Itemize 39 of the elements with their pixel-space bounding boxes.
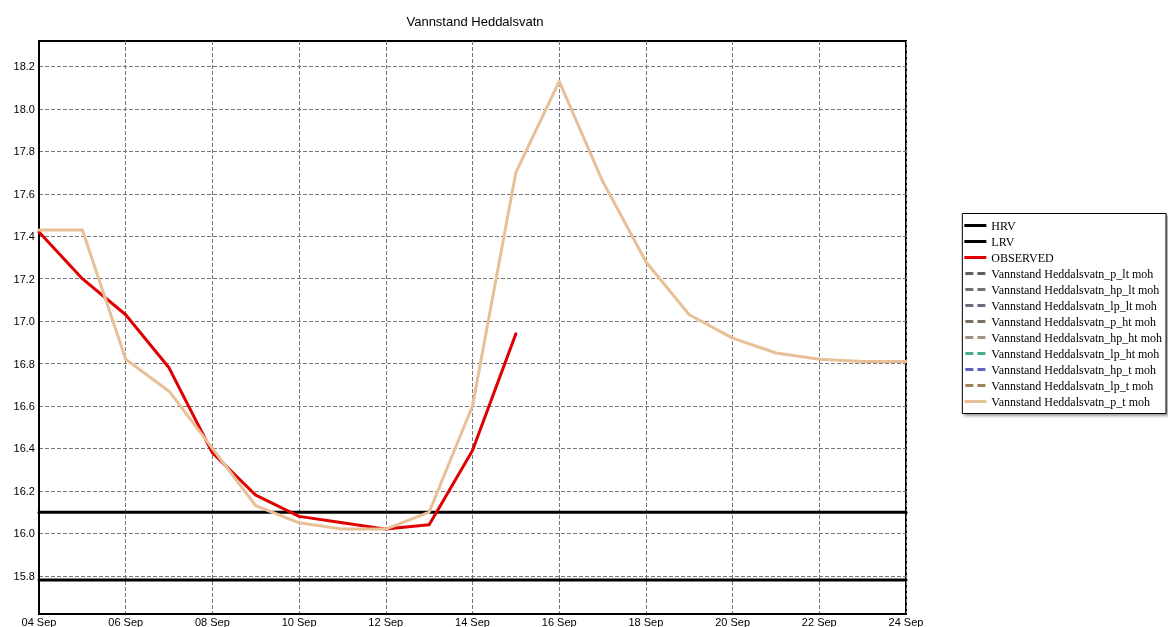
- y-tick-label: 18.0: [13, 102, 35, 115]
- legend-label: OBSERVED: [991, 250, 1055, 265]
- chart-title: Vannstand Heddalsvatn: [406, 14, 544, 29]
- legend-label: Vannstand Heddalsvatn_hp_t moh: [991, 362, 1157, 377]
- x-tick-label: 06 Sep: [108, 615, 144, 627]
- legend-label: Vannstand Heddalsvatn_p_t moh: [991, 394, 1151, 409]
- legend-label: Vannstand Heddalsvatn_p_lt moh: [991, 266, 1154, 281]
- y-tick-label: 17.8: [13, 145, 35, 158]
- x-tick-label: 18 Sep: [628, 615, 664, 627]
- y-tick-label: 17.0: [13, 315, 35, 328]
- legend-label: Vannstand Heddalsvatn_lp_ht moh: [991, 346, 1160, 361]
- line-series: [37, 230, 518, 531]
- y-tick-label: 16.8: [13, 357, 35, 370]
- y-tick-label: 15.8: [13, 569, 35, 582]
- x-tick-label: 20 Sep: [715, 615, 751, 627]
- x-tick-label: 08 Sep: [194, 615, 230, 627]
- y-tick-label: 16.0: [13, 527, 35, 540]
- legend-label: Vannstand Heddalsvatn_lp_lt moh: [991, 298, 1157, 313]
- x-tick-label: 10 Sep: [281, 615, 317, 627]
- y-tick-label: 18.2: [13, 60, 35, 73]
- x-tick-label: 22 Sep: [801, 615, 837, 627]
- y-tick-label: 16.2: [13, 484, 35, 497]
- y-tick-label: 17.2: [13, 272, 35, 285]
- y-tick-label: 17.6: [13, 187, 35, 200]
- legend-label: HRV: [991, 218, 1017, 233]
- legend-label: LRV: [991, 234, 1015, 249]
- y-tick-label: 16.6: [13, 400, 35, 413]
- legend-label: Vannstand Heddalsvatn_lp_t moh: [991, 378, 1154, 393]
- x-tick-label: 04 Sep: [21, 615, 57, 627]
- legend-label: Vannstand Heddalsvatn_p_ht moh: [991, 314, 1157, 329]
- legend-label: Vannstand Heddalsvatn_hp_lt moh: [991, 282, 1160, 297]
- line-series: [37, 79, 908, 531]
- legend-label: Vannstand Heddalsvatn_hp_ht moh: [991, 330, 1163, 345]
- y-tick-label: 16.4: [13, 442, 35, 455]
- x-tick-label: 14 Sep: [455, 615, 490, 627]
- y-tick-label: 17.4: [13, 230, 35, 243]
- x-tick-label: 24 Sep: [888, 615, 924, 627]
- x-tick-label: 16 Sep: [541, 615, 577, 627]
- x-tick-label: 12 Sep: [368, 615, 404, 627]
